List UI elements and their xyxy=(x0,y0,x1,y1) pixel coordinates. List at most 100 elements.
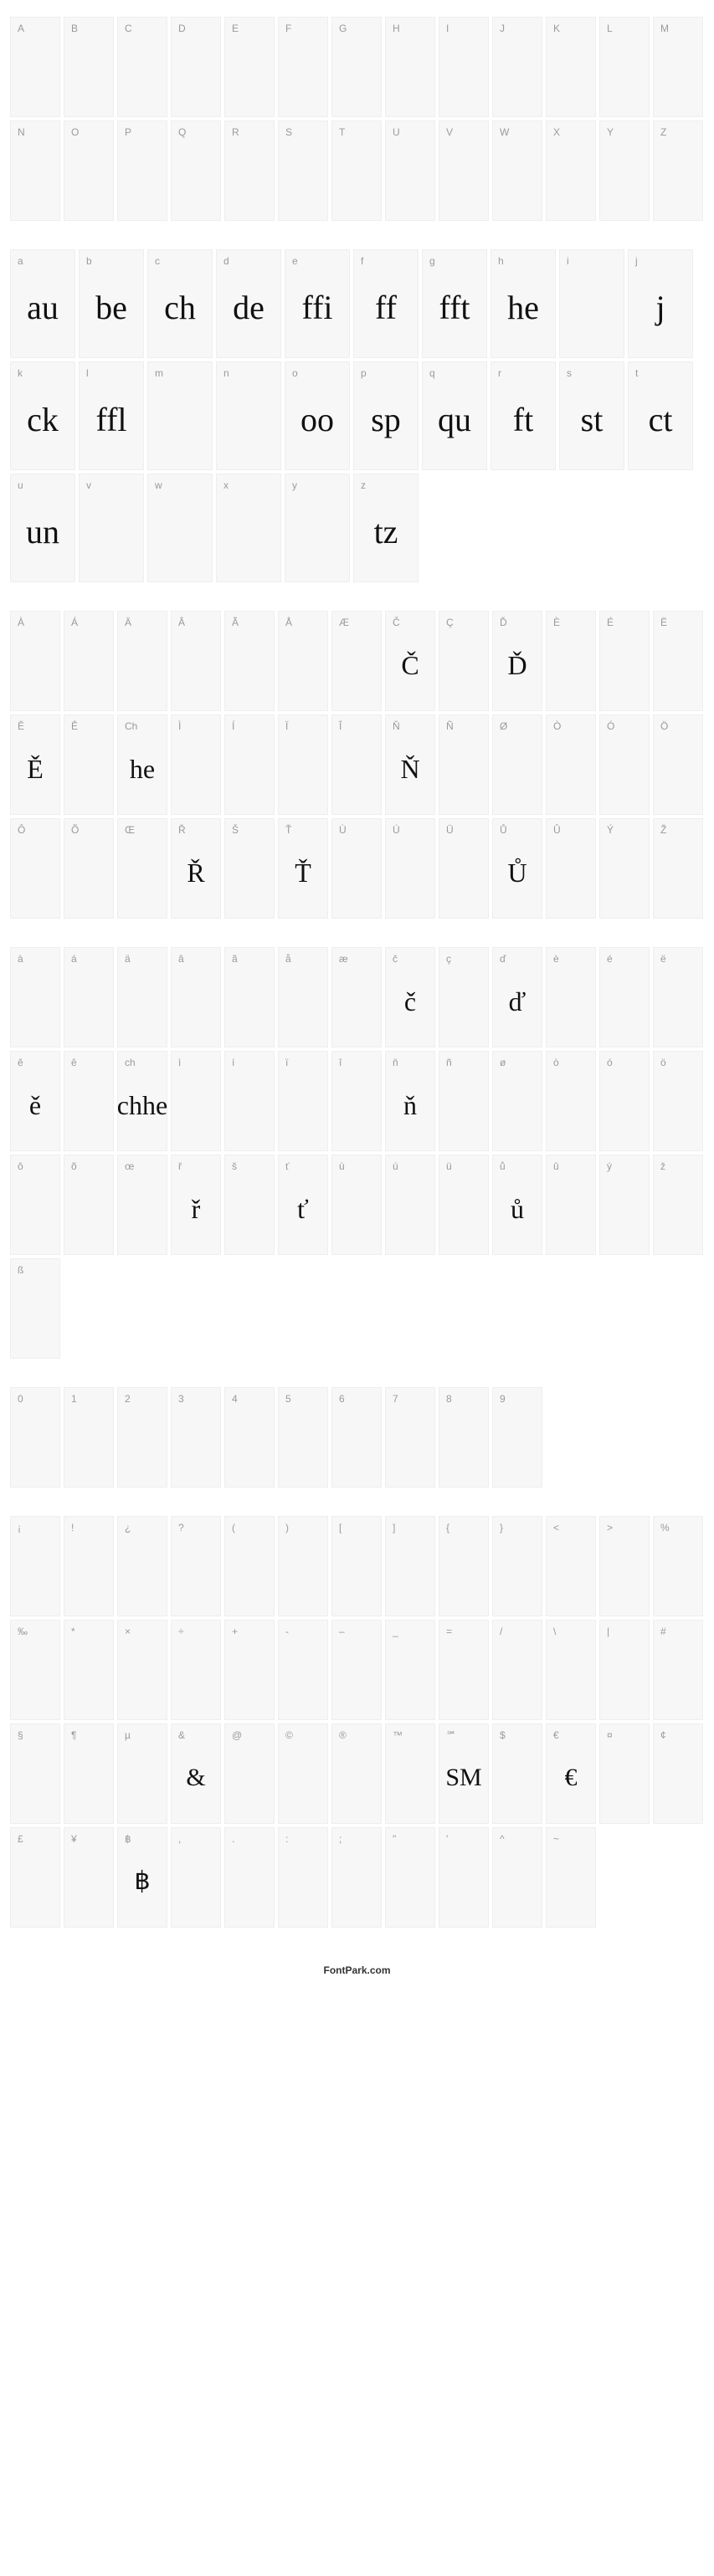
glyph-cell[interactable]: ì xyxy=(171,1051,221,1151)
glyph-cell[interactable]: ® xyxy=(331,1723,382,1824)
glyph-cell[interactable]: _ xyxy=(385,1620,435,1720)
glyph-cell[interactable]: ~ xyxy=(546,1827,596,1928)
glyph-cell[interactable]: M xyxy=(653,17,703,117)
glyph-cell[interactable]: ù xyxy=(331,1155,382,1255)
glyph-cell[interactable]: X xyxy=(546,120,596,221)
glyph-cell[interactable]: ĚĚ xyxy=(10,714,60,815)
glyph-cell[interactable]: Ö xyxy=(653,714,703,815)
glyph-cell[interactable]: ¢ xyxy=(653,1723,703,1824)
glyph-cell[interactable]: Å xyxy=(278,611,328,711)
glyph-cell[interactable]: kck xyxy=(10,361,75,470)
glyph-cell[interactable]: J xyxy=(492,17,542,117)
glyph-cell[interactable]: S xyxy=(278,120,328,221)
glyph-cell[interactable]: ¥ xyxy=(64,1827,114,1928)
glyph-cell[interactable]: ¿ xyxy=(117,1516,167,1616)
glyph-cell[interactable]: / xyxy=(492,1620,542,1720)
glyph-cell[interactable]: 0 xyxy=(10,1387,60,1488)
glyph-cell[interactable]: tct xyxy=(628,361,693,470)
glyph-cell[interactable]: ? xyxy=(171,1516,221,1616)
glyph-cell[interactable]: ŤŤ xyxy=(278,818,328,919)
glyph-cell[interactable]: V xyxy=(439,120,489,221)
glyph-cell[interactable]: Q xyxy=(171,120,221,221)
glyph-cell[interactable]: cch xyxy=(147,249,213,358)
glyph-cell[interactable]: £ xyxy=(10,1827,60,1928)
glyph-cell[interactable]: Œ xyxy=(117,818,167,919)
glyph-cell[interactable]: ztz xyxy=(353,474,419,582)
glyph-cell[interactable]: > xyxy=(599,1516,650,1616)
glyph-cell[interactable]: U xyxy=(385,120,435,221)
glyph-cell[interactable]: | xyxy=(599,1620,650,1720)
glyph-cell[interactable]: Ž xyxy=(653,818,703,919)
glyph-cell[interactable]: psp xyxy=(353,361,419,470)
glyph-cell[interactable]: $ xyxy=(492,1723,542,1824)
glyph-cell[interactable]: ã xyxy=(224,947,275,1047)
glyph-cell[interactable]: ( xyxy=(224,1516,275,1616)
glyph-cell[interactable]: Ä xyxy=(117,611,167,711)
glyph-cell[interactable]: fff xyxy=(353,249,419,358)
glyph-cell[interactable]: Ã xyxy=(224,611,275,711)
glyph-cell[interactable]: î xyxy=(331,1051,382,1151)
glyph-cell[interactable]: qqu xyxy=(422,361,487,470)
glyph-cell[interactable]: v xyxy=(79,474,144,582)
glyph-cell[interactable]: ú xyxy=(385,1155,435,1255)
glyph-cell[interactable]: aau xyxy=(10,249,75,358)
glyph-cell[interactable]: Ì xyxy=(171,714,221,815)
glyph-cell[interactable]: ó xyxy=(599,1051,650,1151)
glyph-cell[interactable]: ö xyxy=(653,1051,703,1151)
glyph-cell[interactable]: řř xyxy=(171,1155,221,1255)
glyph-cell[interactable]: Î xyxy=(331,714,382,815)
glyph-cell[interactable]: x xyxy=(216,474,281,582)
glyph-cell[interactable]: m xyxy=(147,361,213,470)
glyph-cell[interactable]: y xyxy=(285,474,350,582)
glyph-cell[interactable]: " xyxy=(385,1827,435,1928)
glyph-cell[interactable]: Ë xyxy=(653,611,703,711)
glyph-cell[interactable]: Æ xyxy=(331,611,382,711)
glyph-cell[interactable]: Â xyxy=(171,611,221,711)
glyph-cell[interactable]: ü xyxy=(439,1155,489,1255)
glyph-cell[interactable]: B xyxy=(64,17,114,117)
glyph-cell[interactable]: ç xyxy=(439,947,489,1047)
glyph-cell[interactable]: × xyxy=(117,1620,167,1720)
glyph-cell[interactable]: H xyxy=(385,17,435,117)
glyph-cell[interactable]: čč xyxy=(385,947,435,1047)
glyph-cell[interactable]: õ xyxy=(64,1155,114,1255)
glyph-cell[interactable]: @ xyxy=(224,1723,275,1824)
glyph-cell[interactable]: 4 xyxy=(224,1387,275,1488)
glyph-cell[interactable]: 6 xyxy=(331,1387,382,1488)
glyph-cell[interactable]: ^ xyxy=(492,1827,542,1928)
glyph-cell[interactable]: Ù xyxy=(331,818,382,919)
glyph-cell[interactable]: : xyxy=(278,1827,328,1928)
glyph-cell[interactable]: À xyxy=(10,611,60,711)
glyph-cell[interactable]: Õ xyxy=(64,818,114,919)
glyph-cell[interactable]: ; xyxy=(331,1827,382,1928)
glyph-cell[interactable]: chchhe xyxy=(117,1051,167,1151)
glyph-cell[interactable]: ooo xyxy=(285,361,350,470)
glyph-cell[interactable]: C xyxy=(117,17,167,117)
glyph-cell[interactable]: Ï xyxy=(278,714,328,815)
glyph-cell[interactable]: # xyxy=(653,1620,703,1720)
glyph-cell[interactable]: R xyxy=(224,120,275,221)
glyph-cell[interactable]: - xyxy=(278,1620,328,1720)
glyph-cell[interactable]: ¤ xyxy=(599,1723,650,1824)
glyph-cell[interactable]: 8 xyxy=(439,1387,489,1488)
glyph-cell[interactable]: ℠SM xyxy=(439,1723,489,1824)
glyph-cell[interactable]: < xyxy=(546,1516,596,1616)
glyph-cell[interactable]: ŘŘ xyxy=(171,818,221,919)
glyph-cell[interactable]: ŇŇ xyxy=(385,714,435,815)
glyph-cell[interactable]: L xyxy=(599,17,650,117)
glyph-cell[interactable]: ä xyxy=(117,947,167,1047)
glyph-cell[interactable]: P xyxy=(117,120,167,221)
glyph-cell[interactable]: w xyxy=(147,474,213,582)
glyph-cell[interactable]: Y xyxy=(599,120,650,221)
glyph-cell[interactable]: \ xyxy=(546,1620,596,1720)
glyph-cell[interactable]: ĎĎ xyxy=(492,611,542,711)
glyph-cell[interactable]: , xyxy=(171,1827,221,1928)
glyph-cell[interactable]: ŮŮ xyxy=(492,818,542,919)
glyph-cell[interactable]: Z xyxy=(653,120,703,221)
glyph-cell[interactable]: uun xyxy=(10,474,75,582)
glyph-cell[interactable]: ñ xyxy=(439,1051,489,1151)
glyph-cell[interactable]: ] xyxy=(385,1516,435,1616)
glyph-cell[interactable]: á xyxy=(64,947,114,1047)
glyph-cell[interactable]: ) xyxy=(278,1516,328,1616)
glyph-cell[interactable]: €€ xyxy=(546,1723,596,1824)
